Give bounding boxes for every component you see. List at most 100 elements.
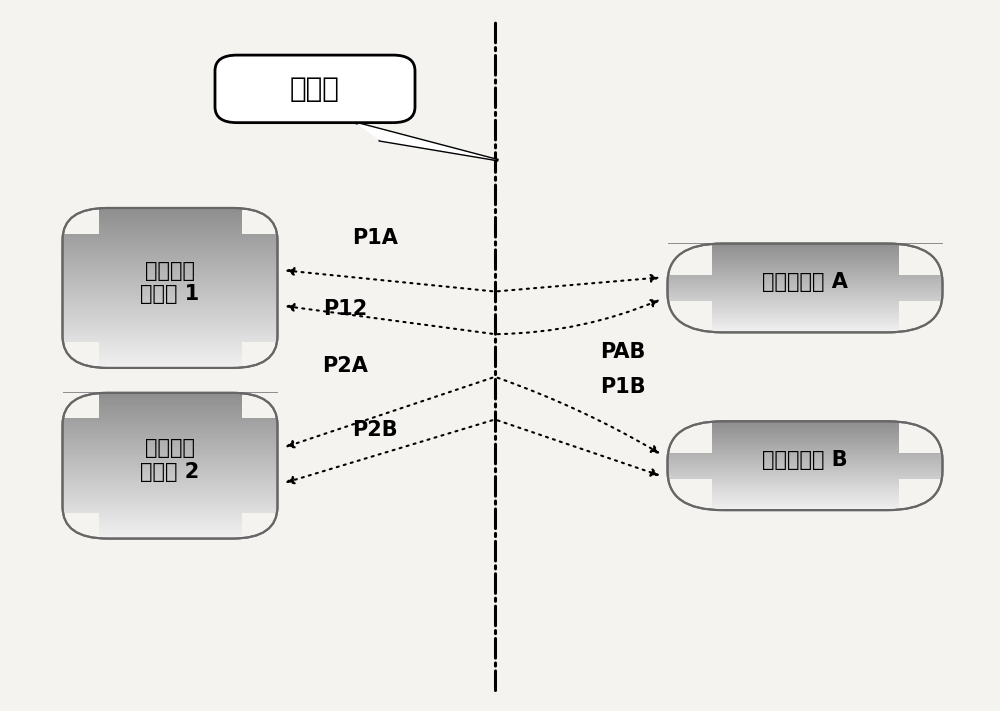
- Bar: [63, 526, 278, 529]
- Bar: [898, 421, 942, 453]
- Bar: [63, 235, 278, 237]
- Bar: [668, 464, 942, 466]
- Bar: [63, 422, 278, 424]
- Bar: [668, 264, 942, 266]
- Bar: [63, 470, 278, 473]
- Bar: [668, 305, 942, 307]
- Bar: [668, 508, 942, 510]
- Bar: [63, 288, 278, 291]
- Bar: [63, 531, 278, 534]
- Bar: [63, 325, 278, 328]
- Bar: [668, 479, 942, 481]
- Bar: [668, 425, 942, 427]
- Text: 无线电: 无线电: [290, 75, 340, 103]
- Bar: [63, 419, 278, 422]
- Bar: [668, 437, 942, 439]
- Bar: [668, 314, 942, 316]
- Bar: [63, 405, 278, 407]
- Bar: [668, 444, 942, 447]
- Bar: [63, 509, 278, 512]
- Bar: [668, 493, 942, 496]
- Bar: [63, 407, 278, 410]
- Bar: [63, 330, 278, 333]
- Text: 体外控制器 B: 体外控制器 B: [762, 450, 848, 470]
- Bar: [63, 250, 278, 253]
- Bar: [668, 302, 942, 304]
- Bar: [63, 208, 98, 233]
- Bar: [668, 316, 942, 318]
- Bar: [668, 277, 942, 279]
- Bar: [668, 294, 942, 295]
- Bar: [63, 301, 278, 304]
- Bar: [63, 417, 278, 419]
- Bar: [63, 357, 278, 360]
- Bar: [898, 479, 942, 510]
- Bar: [63, 349, 278, 352]
- FancyBboxPatch shape: [215, 55, 415, 122]
- Bar: [668, 485, 942, 486]
- Bar: [668, 499, 942, 501]
- Bar: [63, 507, 278, 509]
- Bar: [668, 456, 942, 459]
- Bar: [668, 260, 942, 262]
- Bar: [668, 276, 942, 277]
- Bar: [668, 474, 942, 476]
- Bar: [668, 479, 712, 510]
- Bar: [668, 421, 942, 423]
- Bar: [63, 338, 278, 341]
- Bar: [668, 432, 942, 433]
- Bar: [668, 470, 942, 471]
- Bar: [668, 274, 942, 276]
- Bar: [63, 449, 278, 451]
- Bar: [63, 274, 278, 277]
- Bar: [668, 319, 942, 321]
- Bar: [668, 304, 942, 306]
- Bar: [63, 456, 278, 459]
- Bar: [668, 466, 942, 467]
- Bar: [668, 477, 942, 479]
- Bar: [668, 462, 942, 464]
- Bar: [668, 455, 942, 457]
- Bar: [63, 533, 278, 536]
- Bar: [63, 293, 278, 296]
- Bar: [63, 528, 278, 531]
- Bar: [63, 304, 278, 306]
- Bar: [668, 459, 942, 461]
- Bar: [668, 476, 942, 478]
- Bar: [668, 440, 942, 442]
- Bar: [668, 458, 942, 460]
- Bar: [63, 269, 278, 272]
- Bar: [63, 410, 278, 412]
- Bar: [63, 237, 278, 240]
- Bar: [63, 213, 278, 216]
- Bar: [668, 495, 942, 497]
- Bar: [63, 521, 278, 524]
- Bar: [63, 395, 278, 397]
- Bar: [668, 429, 942, 432]
- Bar: [668, 286, 942, 288]
- Bar: [63, 333, 278, 336]
- Bar: [63, 215, 278, 219]
- Bar: [63, 499, 278, 502]
- Bar: [63, 473, 278, 476]
- Bar: [668, 311, 942, 313]
- Bar: [63, 341, 278, 344]
- Bar: [63, 485, 278, 488]
- Bar: [668, 491, 942, 492]
- Bar: [668, 247, 942, 250]
- Bar: [668, 321, 942, 324]
- Bar: [242, 342, 278, 368]
- Bar: [63, 232, 278, 235]
- Bar: [63, 453, 278, 456]
- Bar: [668, 439, 942, 441]
- Bar: [63, 346, 278, 349]
- Bar: [668, 283, 942, 285]
- Text: 植入式医
疗器械 2: 植入式医 疗器械 2: [140, 439, 200, 481]
- Bar: [63, 343, 278, 347]
- Bar: [668, 284, 942, 287]
- Bar: [668, 246, 942, 248]
- Bar: [63, 432, 278, 434]
- Bar: [63, 322, 278, 326]
- Bar: [63, 424, 278, 427]
- Bar: [63, 458, 278, 461]
